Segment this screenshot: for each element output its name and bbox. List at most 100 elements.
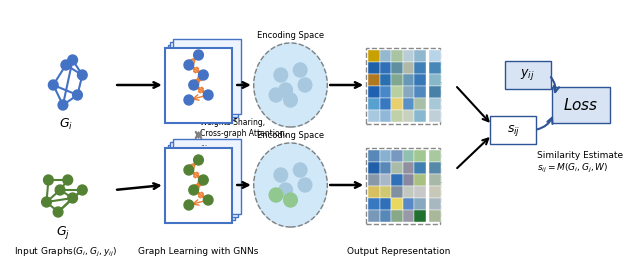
Bar bbox=[429, 98, 440, 110]
Bar bbox=[391, 98, 403, 110]
Text: Encoding Space: Encoding Space bbox=[257, 131, 324, 140]
Circle shape bbox=[194, 50, 204, 60]
Text: or: or bbox=[430, 180, 442, 190]
Circle shape bbox=[42, 197, 51, 207]
Bar bbox=[403, 186, 415, 198]
Circle shape bbox=[269, 188, 283, 202]
Circle shape bbox=[184, 200, 194, 210]
Bar bbox=[380, 50, 391, 62]
Bar bbox=[380, 174, 391, 186]
Bar bbox=[391, 198, 403, 210]
Bar bbox=[380, 98, 391, 110]
Bar bbox=[403, 150, 415, 162]
FancyBboxPatch shape bbox=[170, 42, 238, 116]
Text: $\it{Loss}$: $\it{Loss}$ bbox=[563, 97, 598, 113]
Text: Input Graphs$(G_i, G_j, y_{ij})$: Input Graphs$(G_i, G_j, y_{ij})$ bbox=[14, 245, 117, 259]
Bar bbox=[415, 162, 426, 174]
Bar bbox=[368, 186, 380, 198]
Bar bbox=[415, 62, 426, 74]
Bar bbox=[368, 62, 380, 74]
Circle shape bbox=[68, 55, 77, 65]
Bar bbox=[368, 74, 380, 86]
Bar bbox=[415, 98, 426, 110]
Text: Similarity Estimate: Similarity Estimate bbox=[538, 150, 623, 160]
Bar bbox=[368, 198, 380, 210]
Bar bbox=[403, 174, 415, 186]
Bar bbox=[368, 98, 380, 110]
Text: Encoding Space: Encoding Space bbox=[257, 31, 324, 40]
Circle shape bbox=[298, 178, 312, 192]
Bar bbox=[403, 110, 415, 122]
Circle shape bbox=[293, 63, 307, 77]
Circle shape bbox=[55, 185, 65, 195]
Circle shape bbox=[189, 80, 198, 90]
Bar bbox=[380, 150, 391, 162]
Bar bbox=[403, 62, 415, 74]
Circle shape bbox=[77, 70, 87, 80]
Circle shape bbox=[63, 175, 72, 185]
Circle shape bbox=[279, 83, 292, 97]
Bar bbox=[391, 150, 403, 162]
Circle shape bbox=[204, 90, 213, 100]
Bar bbox=[368, 86, 380, 98]
Circle shape bbox=[61, 60, 70, 70]
Circle shape bbox=[44, 175, 53, 185]
Text: $s_{ij}=M(G_i,G_j,W)$: $s_{ij}=M(G_i,G_j,W)$ bbox=[538, 161, 609, 174]
Circle shape bbox=[204, 195, 213, 205]
Bar bbox=[403, 162, 415, 174]
Bar bbox=[368, 174, 380, 186]
Text: Output Representation: Output Representation bbox=[348, 248, 451, 256]
Text: $G_i$: $G_i$ bbox=[59, 117, 73, 132]
Bar bbox=[391, 62, 403, 74]
Circle shape bbox=[274, 68, 287, 82]
Bar bbox=[429, 62, 440, 74]
Bar bbox=[368, 50, 380, 62]
Bar bbox=[403, 50, 415, 62]
Bar bbox=[429, 186, 440, 198]
FancyBboxPatch shape bbox=[490, 116, 536, 144]
Text: $G_j$: $G_j$ bbox=[56, 224, 70, 241]
Ellipse shape bbox=[253, 43, 327, 127]
FancyBboxPatch shape bbox=[168, 45, 236, 120]
Circle shape bbox=[279, 183, 292, 197]
FancyBboxPatch shape bbox=[552, 87, 610, 123]
FancyBboxPatch shape bbox=[366, 148, 440, 224]
FancyBboxPatch shape bbox=[164, 48, 232, 123]
Circle shape bbox=[72, 90, 83, 100]
Circle shape bbox=[58, 100, 68, 110]
Bar bbox=[415, 110, 426, 122]
Bar bbox=[380, 198, 391, 210]
Text: Weights Sharing,
Cross-graph Attention,
...: Weights Sharing, Cross-graph Attention, … bbox=[200, 118, 287, 148]
Circle shape bbox=[189, 185, 198, 195]
Bar bbox=[429, 74, 440, 86]
Bar bbox=[368, 110, 380, 122]
Circle shape bbox=[298, 78, 312, 92]
FancyBboxPatch shape bbox=[164, 147, 232, 222]
Bar bbox=[403, 74, 415, 86]
Circle shape bbox=[184, 95, 194, 105]
Bar bbox=[403, 210, 415, 222]
Circle shape bbox=[77, 185, 87, 195]
Bar bbox=[415, 86, 426, 98]
Bar bbox=[380, 62, 391, 74]
Circle shape bbox=[284, 93, 298, 107]
Bar bbox=[368, 162, 380, 174]
Bar bbox=[403, 86, 415, 98]
Text: Graph Learning with GNNs: Graph Learning with GNNs bbox=[138, 248, 259, 256]
FancyBboxPatch shape bbox=[366, 48, 440, 124]
Bar bbox=[429, 210, 440, 222]
Bar bbox=[380, 86, 391, 98]
Bar bbox=[415, 198, 426, 210]
Bar bbox=[429, 162, 440, 174]
Bar bbox=[415, 210, 426, 222]
Bar bbox=[415, 74, 426, 86]
Bar bbox=[429, 198, 440, 210]
FancyBboxPatch shape bbox=[173, 39, 241, 113]
Bar bbox=[380, 162, 391, 174]
Bar bbox=[391, 162, 403, 174]
Circle shape bbox=[274, 168, 287, 182]
Bar bbox=[429, 50, 440, 62]
Bar bbox=[391, 50, 403, 62]
Bar bbox=[391, 74, 403, 86]
Bar bbox=[403, 198, 415, 210]
